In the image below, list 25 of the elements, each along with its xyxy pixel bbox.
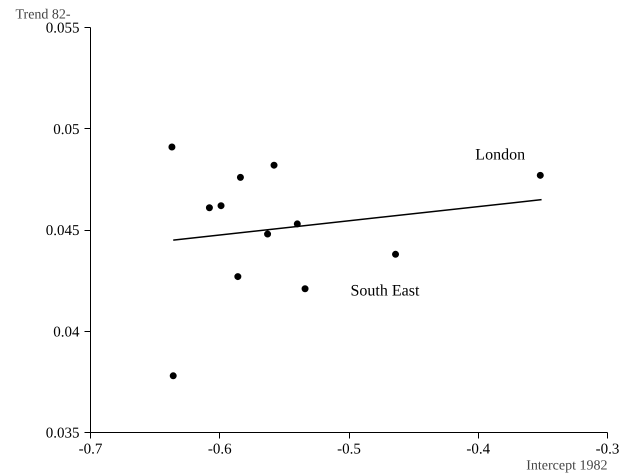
point	[302, 285, 309, 292]
point	[264, 230, 272, 238]
x-axis-title: Intercept 1982	[526, 458, 608, 473]
point	[270, 162, 278, 169]
x-tick-label: -0.4	[466, 442, 491, 458]
y-tick-label: 0.035	[46, 426, 80, 442]
point	[206, 204, 213, 212]
point	[170, 372, 177, 380]
point	[168, 143, 176, 150]
y-tick-label: 0.04	[53, 324, 80, 340]
point	[536, 172, 544, 179]
x-tick-label: -0.3	[596, 442, 620, 458]
y-tick-label: 0.055	[46, 20, 80, 36]
annotation: London	[475, 146, 526, 164]
y-tick-label: 0.05	[53, 122, 80, 138]
point	[234, 273, 242, 280]
point	[236, 174, 244, 181]
x-tick-label: -0.5	[337, 442, 361, 458]
annotation: South East	[350, 282, 420, 300]
y-axis-title: Trend 82-	[16, 8, 71, 22]
point	[392, 250, 400, 258]
x-tick-label: -0.6	[208, 442, 232, 458]
x-tick-label: -0.7	[78, 442, 103, 458]
y-tick-label: 0.045	[46, 223, 80, 239]
point	[218, 202, 225, 210]
